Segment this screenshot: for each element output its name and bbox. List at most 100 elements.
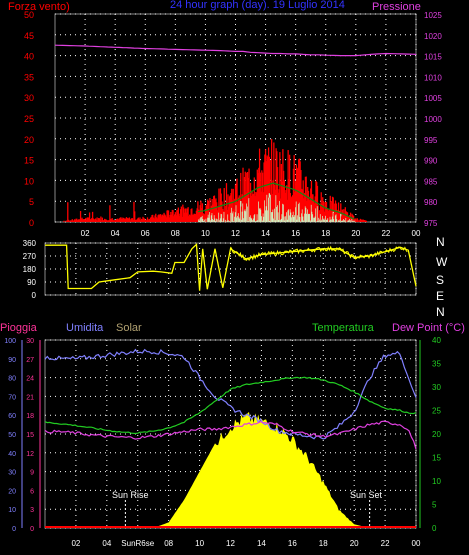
- humidity-tick-label: 60: [8, 413, 16, 420]
- rain-tick-label: 21: [26, 394, 34, 401]
- x-tick-label: 00: [412, 229, 421, 238]
- x-tick-label: 18: [319, 539, 328, 548]
- pressure-tick-label: 1020: [424, 32, 442, 41]
- pressure-tick-label: 975: [424, 219, 438, 228]
- pressure-tick-label: 1010: [424, 73, 442, 82]
- humidity-label: Umidita: [66, 322, 104, 334]
- temperature-tick-label: 40: [432, 336, 441, 345]
- rain-label: Pioggia: [0, 322, 38, 334]
- wind-tick-label: 20: [24, 135, 34, 145]
- temperature-tick-label: 35: [432, 360, 441, 369]
- sun-set-label: Sun Set: [350, 490, 383, 500]
- x-tick-label: 22: [381, 229, 390, 238]
- temperature-tick-label: 30: [432, 383, 441, 392]
- panel-direction-marks: [45, 242, 417, 291]
- wind-direction-line: [45, 242, 417, 291]
- compass-letter: E: [436, 289, 444, 303]
- x-tick-label: 02: [81, 229, 90, 238]
- rain-tick-label: 12: [26, 451, 34, 458]
- rain-tick-label: 9: [30, 470, 34, 477]
- wind-tick-label: 25: [24, 114, 34, 124]
- x-tick-label: 14: [257, 539, 266, 548]
- x-tick-label: 02: [71, 539, 80, 548]
- rain-tick-label: 24: [26, 376, 34, 383]
- rain-tick-label: 0: [30, 526, 34, 533]
- humidity-tick-label: 90: [8, 357, 16, 364]
- wind-tick-label: 0: [29, 218, 34, 228]
- direction-tick-label: 180: [23, 265, 37, 274]
- solar-area: [45, 411, 416, 528]
- panel-wind-pressure: 0510152025303540455097598098599099510001…: [24, 10, 442, 238]
- wind-tick-label: 35: [24, 72, 34, 82]
- direction-tick-label: 360: [23, 239, 37, 248]
- pressure-tick-label: 1025: [424, 11, 442, 20]
- pressure-tick-label: 980: [424, 198, 438, 207]
- temperature-tick-label: 25: [432, 407, 441, 416]
- wind-tick-label: 10: [24, 176, 34, 186]
- wind-tick-label: 5: [29, 197, 34, 207]
- rain-tick-label: 27: [26, 357, 34, 364]
- x-tick-label: 18: [321, 229, 330, 238]
- wind-tick-label: 30: [24, 93, 34, 103]
- temperature-tick-label: 0: [432, 524, 437, 533]
- temperature-tick-label: 20: [432, 430, 441, 439]
- panel-direction-ticks: 0 90 180 270 360: [23, 239, 37, 300]
- x-tick-label: 16: [291, 229, 300, 238]
- x-tick-label: 04: [111, 229, 120, 238]
- pressure-tick-label: 1000: [424, 115, 442, 124]
- panel-weather-marks: [44, 348, 417, 528]
- humidity-tick-label: 80: [8, 376, 16, 383]
- temperature-line: [44, 376, 417, 435]
- x-tick-label: 20: [350, 539, 359, 548]
- x-tick-label: 12: [226, 539, 235, 548]
- temperature-tick-label: 15: [432, 454, 441, 463]
- x-tick-label: 06: [141, 229, 150, 238]
- temperature-tick-label: 5: [432, 501, 437, 510]
- wind-direction-detail: [230, 245, 408, 261]
- compass-letter: N: [436, 305, 445, 319]
- pressure-tick-label: 1005: [424, 94, 442, 103]
- x-tick-label: 10: [201, 229, 210, 238]
- humidity-line: [44, 348, 417, 440]
- humidity-tick-label: 50: [8, 432, 16, 439]
- pressure-tick-label: 995: [424, 136, 438, 145]
- direction-tick-label: 270: [23, 252, 37, 261]
- temperature-label: Temperatura: [312, 322, 375, 334]
- humidity-tick-label: 70: [8, 394, 16, 401]
- pressure-tick-label: 1015: [424, 53, 442, 62]
- rain-tick-label: 3: [30, 507, 34, 514]
- direction-tick-label: 0: [32, 291, 37, 300]
- wind-tick-label: 15: [24, 156, 34, 166]
- chart-title: 24 hour graph (day). 19 Luglio 2014: [170, 0, 345, 11]
- wind-tick-label: 45: [24, 31, 34, 41]
- panel-weather-ticks: 0102030405060708090100036912151821242730…: [4, 336, 441, 548]
- humidity-tick-label: 100: [4, 338, 16, 345]
- x-tick-label: 00: [412, 539, 421, 548]
- compass-letter: N: [436, 235, 445, 249]
- panel-wind-ticks: 0510152025303540455097598098599099510001…: [24, 10, 442, 238]
- humidity-tick-label: 0: [12, 526, 16, 533]
- humidity-tick-label: 10: [8, 507, 16, 514]
- panel-wind-marks: [54, 44, 417, 222]
- wind-label: Forza vento): [8, 1, 70, 13]
- humidity-tick-label: 40: [8, 451, 16, 458]
- x-tick-label: 22: [381, 539, 390, 548]
- direction-tick-label: 90: [27, 278, 36, 287]
- pressure-tick-label: 985: [424, 177, 438, 186]
- x-tick-label: 16: [288, 539, 297, 548]
- x-tick-label: 10: [195, 539, 204, 548]
- pressure-tick-label: 990: [424, 157, 438, 166]
- dewpoint-label: Dew Point (°C): [392, 322, 465, 334]
- panel-direction: 0 90 180 270 360: [23, 239, 417, 300]
- pressure-line: [54, 44, 417, 57]
- rain-tick-label: 6: [30, 488, 34, 495]
- dewpoint-line: [44, 420, 417, 450]
- rain-tick-label: 18: [26, 413, 34, 420]
- x-tick-label: SunR6se: [121, 539, 154, 548]
- rain-tick-label: 30: [26, 338, 34, 345]
- wind-average-line: [197, 182, 355, 220]
- wind-tick-label: 50: [24, 10, 34, 20]
- humidity-tick-label: 20: [8, 488, 16, 495]
